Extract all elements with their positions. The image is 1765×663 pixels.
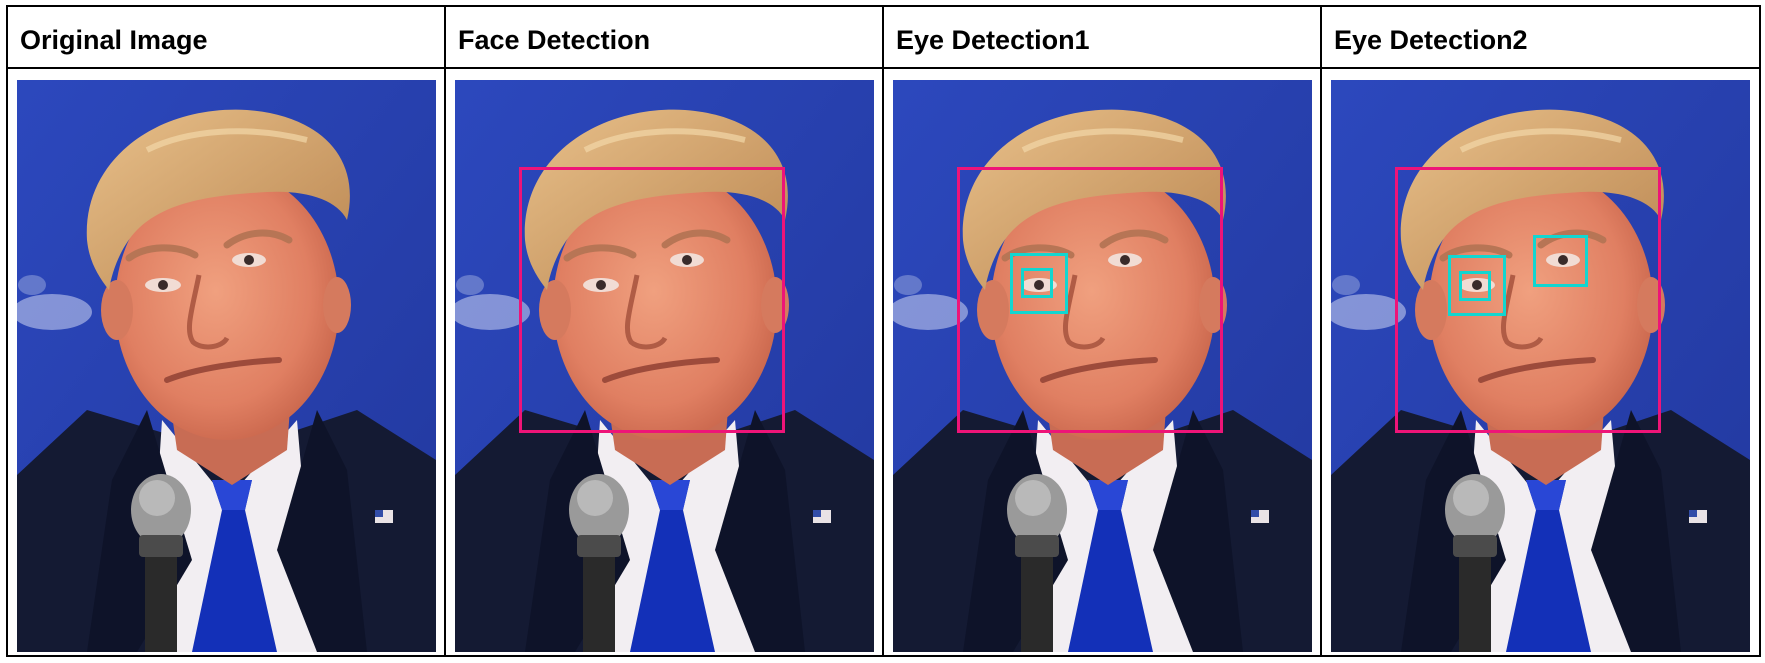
column-header: Face Detection	[458, 25, 651, 55]
column-eye-detection-1: Eye Detection1	[884, 7, 1321, 655]
column-header: Eye Detection1	[896, 25, 1090, 55]
portrait-photo	[455, 80, 874, 652]
column-original-image: Original Image	[8, 7, 445, 655]
column-eye-detection-2: Eye Detection2	[1322, 7, 1759, 655]
face-bounding-box	[519, 167, 785, 433]
comparison-table: Original Image Face Detection Eye Detect…	[6, 5, 1761, 657]
portrait-photo	[1331, 80, 1750, 652]
face-bounding-box	[957, 167, 1223, 433]
eye-bounding-box-outer	[1448, 255, 1506, 316]
column-divider	[1320, 7, 1322, 655]
portrait-photo	[17, 80, 436, 652]
eye-bounding-box-inner	[1459, 271, 1491, 301]
eye-bounding-box-right	[1533, 235, 1588, 287]
eye-bounding-box-inner	[1021, 268, 1053, 298]
column-divider	[882, 7, 884, 655]
face-bounding-box	[1395, 167, 1661, 433]
column-header: Eye Detection2	[1334, 25, 1528, 55]
column-face-detection: Face Detection	[446, 7, 883, 655]
column-header: Original Image	[20, 25, 208, 55]
column-divider	[444, 7, 446, 655]
portrait-image	[17, 80, 436, 652]
eye-bounding-box-outer	[1010, 253, 1068, 314]
portrait-photo	[893, 80, 1312, 652]
